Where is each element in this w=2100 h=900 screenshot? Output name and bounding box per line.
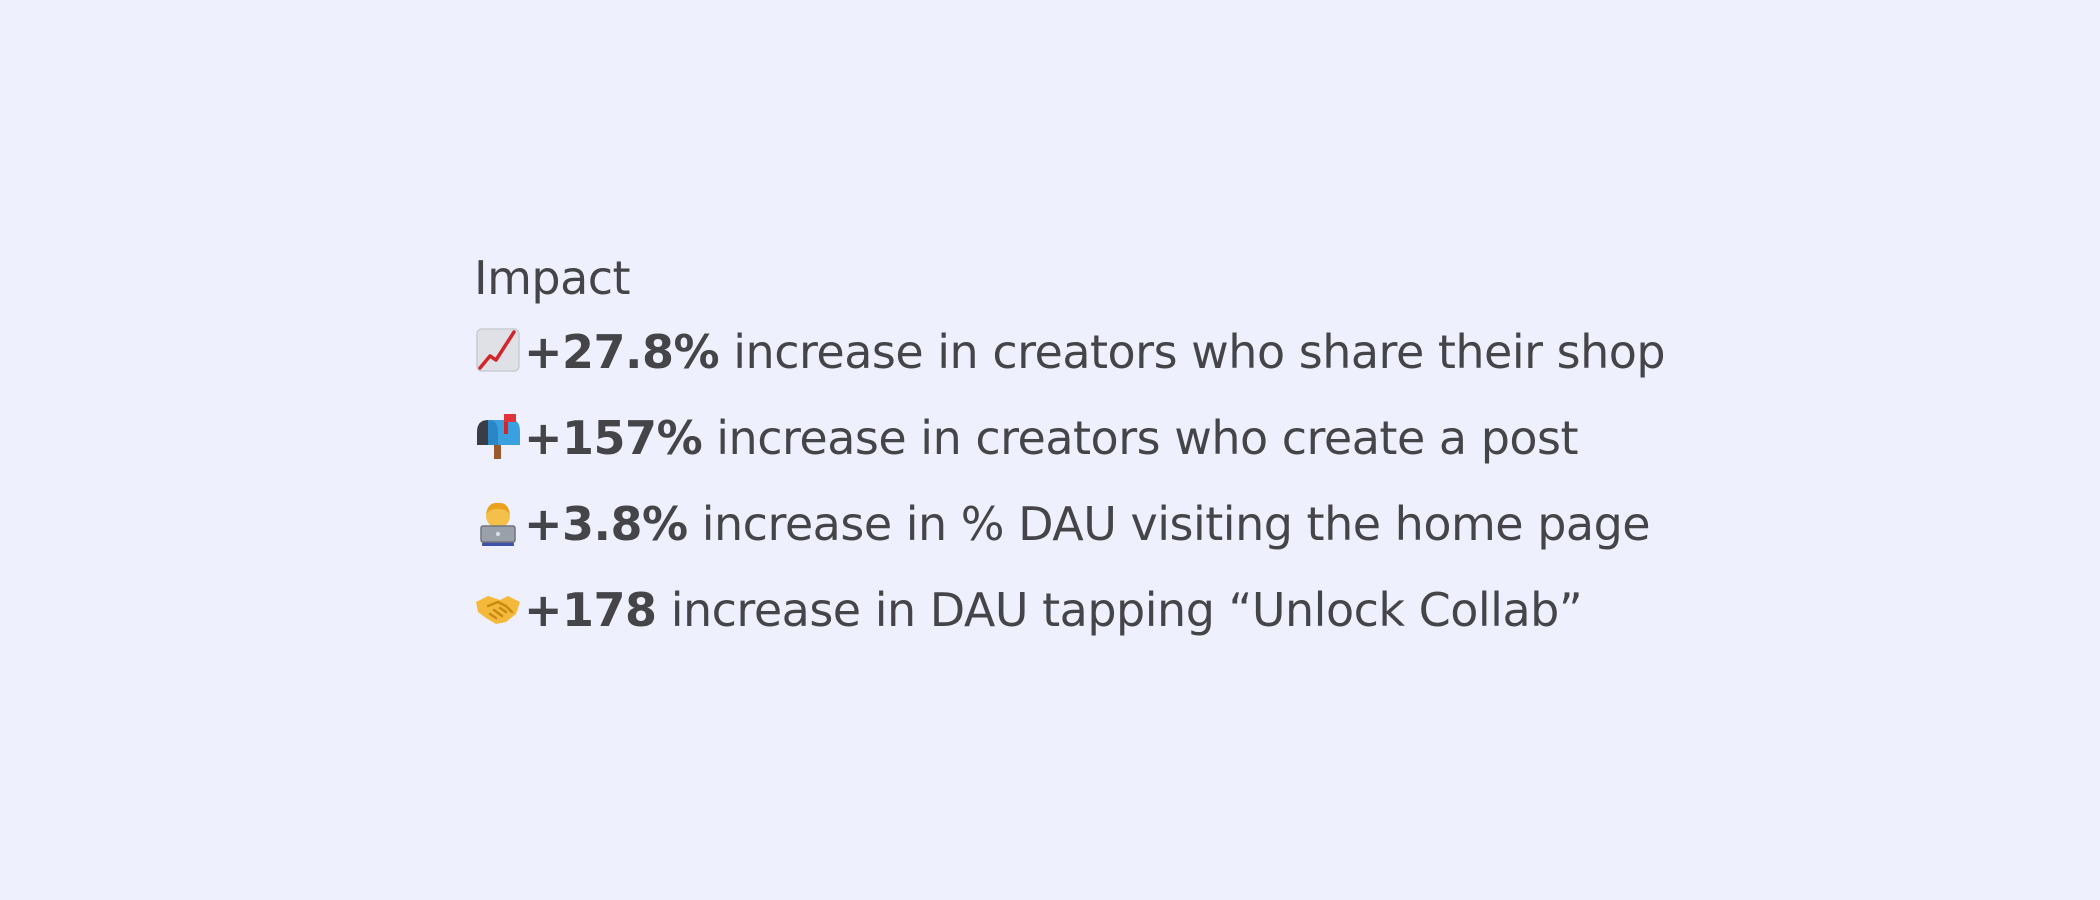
handshake-icon bbox=[474, 584, 522, 632]
person-at-laptop-icon bbox=[474, 498, 522, 546]
impact-description: increase in % DAU visiting the home page bbox=[687, 497, 1651, 551]
chart-increasing-icon bbox=[474, 326, 522, 374]
impact-description: increase in creators who share their sho… bbox=[719, 325, 1666, 379]
impact-value: +178 bbox=[524, 583, 657, 637]
impact-heading: Impact bbox=[474, 251, 631, 305]
impact-value: +3.8% bbox=[524, 497, 688, 551]
impact-description: increase in DAU tapping “Unlock Collab” bbox=[656, 583, 1583, 637]
mailbox-icon bbox=[474, 412, 522, 460]
impact-value: +27.8% bbox=[524, 325, 720, 379]
impact-section: Impact +27.8% increase in creators who s… bbox=[474, 247, 1666, 653]
impact-list: +27.8% increase in creators who share th… bbox=[474, 309, 1666, 653]
impact-item-unlock-collab: +178 increase in DAU tapping “Unlock Col… bbox=[474, 567, 1665, 653]
impact-item-post-create: +157% increase in creators who create a … bbox=[474, 395, 1665, 481]
impact-value: +157% bbox=[524, 411, 703, 465]
impact-description: increase in creators who create a post bbox=[702, 411, 1579, 465]
impact-item-shop-share: +27.8% increase in creators who share th… bbox=[474, 309, 1666, 395]
impact-item-home-visit: +3.8% increase in % DAU visiting the hom… bbox=[474, 481, 1665, 567]
